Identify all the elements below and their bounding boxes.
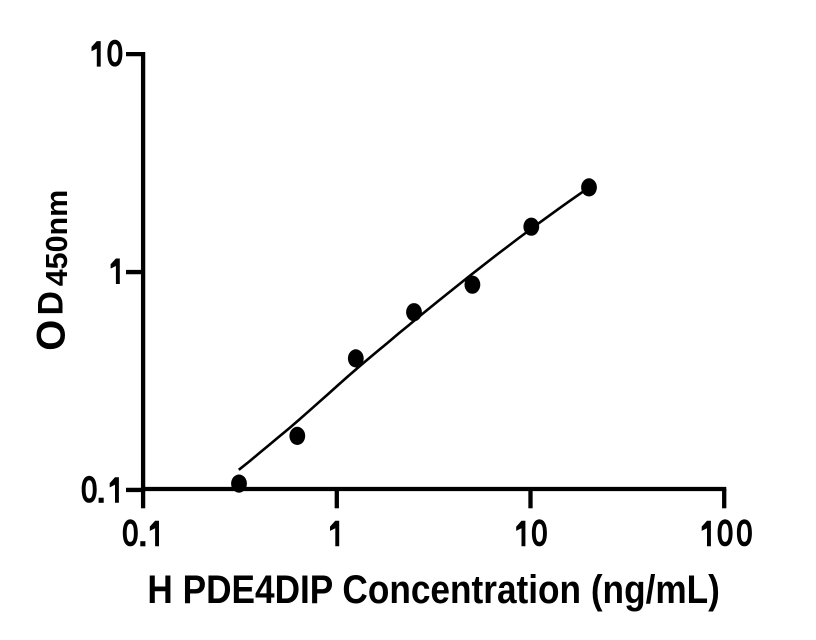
svg-text:450nm: 450nm (39, 190, 74, 287)
svg-text:H PDE4DIP Concentration (ng/mL: H PDE4DIP Concentration (ng/mL) (147, 568, 720, 612)
svg-text:O: O (29, 320, 73, 351)
svg-text:D: D (32, 291, 71, 315)
